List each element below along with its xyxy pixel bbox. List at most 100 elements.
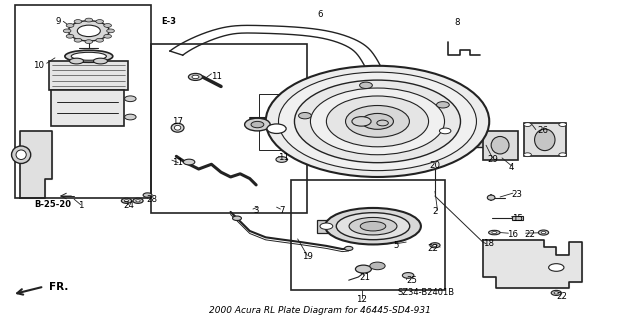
Text: 25: 25 (406, 276, 417, 285)
Text: 23: 23 (511, 190, 523, 199)
Ellipse shape (65, 50, 113, 62)
Ellipse shape (325, 208, 421, 244)
Ellipse shape (70, 58, 84, 64)
Text: 21: 21 (359, 272, 370, 281)
Text: 10: 10 (33, 61, 44, 70)
Bar (291, 180, 445, 290)
Bar (437, 123, 453, 139)
Text: 4: 4 (509, 163, 515, 172)
Text: SZ34-B2401B: SZ34-B2401B (398, 288, 455, 297)
Circle shape (548, 264, 564, 271)
Bar (151, 44, 307, 213)
Bar (15, 5, 151, 197)
Text: 17: 17 (172, 117, 183, 126)
Ellipse shape (143, 193, 152, 197)
Text: 9: 9 (56, 17, 61, 26)
Polygon shape (20, 131, 52, 197)
Circle shape (96, 38, 104, 42)
Circle shape (68, 21, 109, 41)
Ellipse shape (430, 243, 440, 248)
Circle shape (266, 66, 489, 177)
Text: 29: 29 (487, 155, 498, 164)
Circle shape (559, 123, 566, 126)
Text: 3: 3 (253, 206, 259, 215)
Ellipse shape (71, 52, 106, 60)
Ellipse shape (12, 146, 31, 163)
Ellipse shape (377, 120, 388, 126)
Circle shape (360, 82, 372, 88)
Ellipse shape (433, 244, 437, 246)
Bar (49, 61, 129, 90)
Circle shape (326, 96, 429, 147)
Text: 20: 20 (429, 161, 440, 170)
Text: 5: 5 (394, 241, 399, 250)
Bar (51, 90, 124, 126)
Ellipse shape (320, 223, 333, 229)
Circle shape (96, 19, 104, 23)
Circle shape (362, 114, 394, 129)
Bar (473, 134, 486, 147)
Text: 28: 28 (147, 195, 157, 204)
Ellipse shape (344, 246, 353, 250)
Ellipse shape (360, 221, 386, 231)
Text: 22: 22 (427, 244, 438, 253)
Circle shape (104, 24, 111, 27)
Ellipse shape (124, 200, 129, 202)
Text: 15: 15 (511, 214, 523, 223)
Circle shape (125, 96, 136, 102)
Ellipse shape (538, 230, 548, 235)
Text: 18: 18 (483, 239, 494, 248)
Ellipse shape (491, 137, 509, 154)
Ellipse shape (541, 232, 546, 234)
Ellipse shape (122, 198, 132, 203)
Circle shape (436, 102, 449, 108)
Ellipse shape (93, 58, 108, 64)
Ellipse shape (534, 129, 555, 151)
Text: 11: 11 (211, 72, 223, 81)
Ellipse shape (192, 75, 199, 79)
Text: B-25-20: B-25-20 (34, 200, 71, 209)
Circle shape (559, 153, 566, 157)
Ellipse shape (349, 218, 397, 235)
Circle shape (77, 25, 100, 37)
Text: 22: 22 (524, 230, 535, 239)
Polygon shape (483, 241, 582, 288)
Bar (259, 94, 413, 150)
Bar (524, 123, 566, 156)
Text: 6: 6 (317, 11, 323, 19)
Circle shape (294, 80, 461, 163)
Circle shape (524, 123, 531, 126)
Ellipse shape (554, 292, 559, 294)
Ellipse shape (174, 125, 180, 130)
Ellipse shape (352, 117, 371, 126)
Text: 11: 11 (172, 158, 183, 167)
Circle shape (267, 124, 286, 133)
Text: 24: 24 (123, 201, 134, 210)
Text: 22: 22 (556, 292, 567, 300)
Circle shape (85, 18, 93, 22)
Circle shape (298, 113, 311, 119)
Circle shape (63, 29, 71, 33)
Text: 2000 Acura RL Plate Diagram for 46445-SD4-931: 2000 Acura RL Plate Diagram for 46445-SD… (209, 306, 431, 315)
Circle shape (244, 118, 270, 131)
Ellipse shape (355, 265, 371, 273)
Ellipse shape (16, 150, 26, 160)
Circle shape (370, 262, 385, 270)
Ellipse shape (403, 272, 414, 278)
Text: 12: 12 (356, 295, 367, 304)
Circle shape (524, 153, 531, 157)
Ellipse shape (188, 73, 202, 80)
Text: FR.: FR. (49, 282, 68, 292)
Text: 1: 1 (78, 201, 83, 210)
Circle shape (66, 24, 74, 27)
Circle shape (125, 114, 136, 120)
Ellipse shape (336, 213, 410, 240)
Text: 26: 26 (537, 126, 548, 135)
Circle shape (74, 38, 82, 42)
Text: 11: 11 (278, 153, 289, 162)
Bar (511, 216, 523, 220)
Circle shape (310, 88, 445, 155)
Ellipse shape (487, 195, 495, 200)
Ellipse shape (440, 128, 451, 134)
Ellipse shape (488, 230, 500, 235)
